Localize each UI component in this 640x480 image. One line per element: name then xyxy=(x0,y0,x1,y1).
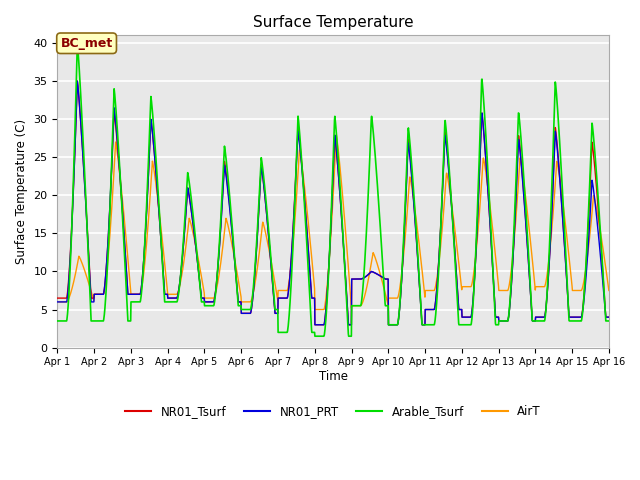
Y-axis label: Surface Temperature (C): Surface Temperature (C) xyxy=(15,119,28,264)
Legend: NR01_Tsurf, NR01_PRT, Arable_Tsurf, AirT: NR01_Tsurf, NR01_PRT, Arable_Tsurf, AirT xyxy=(121,400,545,423)
Text: BC_met: BC_met xyxy=(60,37,113,50)
Title: Surface Temperature: Surface Temperature xyxy=(253,15,413,30)
X-axis label: Time: Time xyxy=(319,370,348,383)
